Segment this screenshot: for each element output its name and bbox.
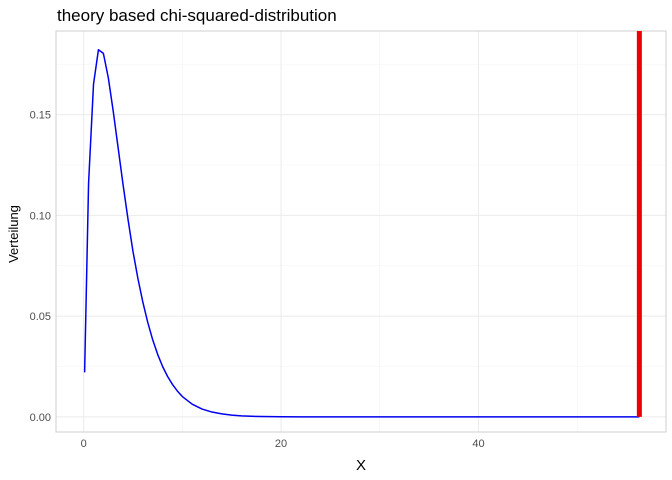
y-tick-label: 0.00 <box>30 412 51 424</box>
y-tick-label: 0.15 <box>30 110 51 122</box>
y-tick-label: 0.10 <box>30 210 51 222</box>
x-tick-label: 20 <box>275 438 287 450</box>
panel-border <box>55 30 667 433</box>
y-axis-title: Verteilung <box>6 205 21 263</box>
plot-area: 0 20 40 0.00 0.05 0.10 0.15 <box>30 30 667 450</box>
chart-title: theory based chi-squared-distribution <box>57 6 337 25</box>
density-line <box>83 48 640 418</box>
x-tick-label: 0 <box>81 438 87 450</box>
x-tick-label: 40 <box>472 438 484 450</box>
y-tick-label: 0.05 <box>30 311 51 323</box>
x-axis-title: X <box>356 457 366 474</box>
